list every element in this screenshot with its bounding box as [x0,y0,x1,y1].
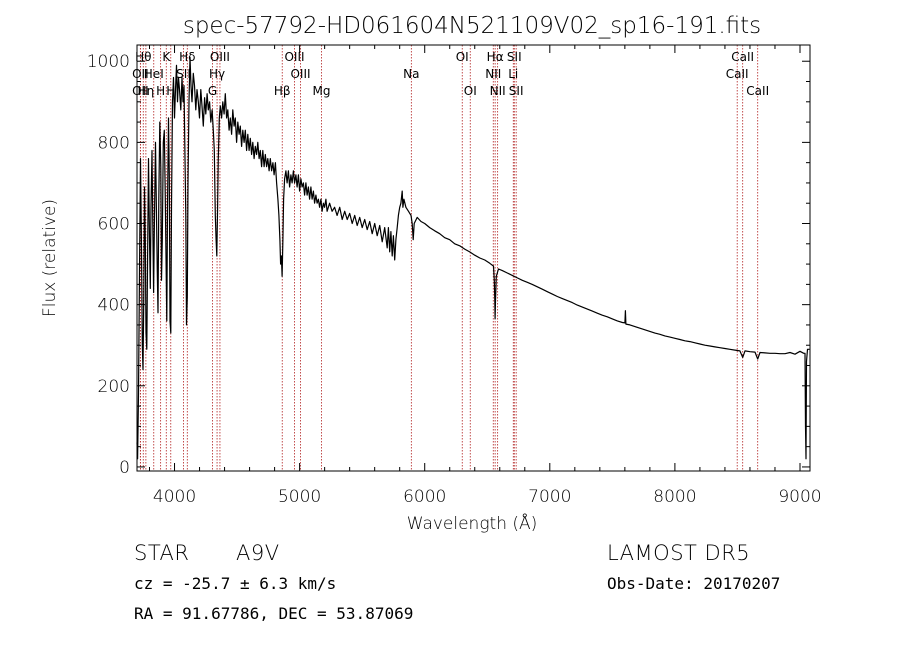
line-marker-label: CaII [731,50,754,64]
line-marker-label: Na [403,67,419,81]
line-marker-label: Hβ [274,84,291,98]
x-tick-label: 5000 [278,487,321,507]
line-marker-label: K [162,50,171,64]
y-tick-label: 0 [119,458,130,478]
line-marker-label: H [156,84,165,98]
line-marker-label: CaII [746,84,769,98]
line-marker-label: OIII [284,50,304,64]
y-tick-label: 800 [98,133,130,153]
line-marker-label: Hγ [209,67,225,81]
line-marker-label: Hα [487,50,504,64]
y-tick-label: 1000 [87,52,130,72]
line-marker-label: NII [485,67,501,81]
y-axis-ticks: 0 200 400 600 800 1000 [87,52,810,478]
line-marker-label: G [208,84,217,98]
line-marker-label: Li [508,67,518,81]
line-marker-label: Hθ [135,50,151,64]
line-marker-label: OII [132,67,149,81]
survey-name: LAMOST DR5 [607,541,751,565]
line-marker-label: OI [464,84,477,98]
y-tick-label: 200 [98,377,130,397]
x-tick-label: 7000 [528,487,571,507]
line-marker-label: Hδ [179,50,195,64]
line-marker-label: OIII [290,67,310,81]
y-tick-label: 600 [98,215,130,235]
plot-frame [136,44,811,472]
y-axis-label: Flux (relative) [40,199,60,317]
line-marker-label: SII [176,67,191,81]
line-marker-label: NII [490,84,506,98]
line-marker-labels: OIIOIIHθHηHeIHKHSIIHδGHγOIIIHβOIIIOIIIMg… [132,50,769,98]
line-marker-label: OIII [210,50,230,64]
coordinates: RA = 91.67786, DEC = 53.87069 [134,604,414,623]
line-marker-label: OII [132,84,149,98]
redshift-velocity: cz = -25.7 ± 6.3 km/s [134,574,337,593]
line-markers [139,45,759,471]
x-tick-label: 6000 [403,487,446,507]
chart-title: spec-57792-HD061604N521109V02_sp16-191.f… [183,13,761,39]
line-marker-label: H [166,84,175,98]
x-axis-label: Wavelength (Å) [407,512,538,534]
x-tick-label: 4000 [153,487,196,507]
line-marker-label: SII [507,50,522,64]
line-marker-label: Mg [313,84,331,98]
line-marker-label: OI [456,50,469,64]
spectrum-line [136,56,810,460]
x-axis-ticks: 4000 5000 6000 7000 8000 9000 [149,45,822,507]
x-tick-label: 8000 [653,487,696,507]
observation-date: Obs-Date: 20170207 [607,574,781,593]
spectral-subclass: A9V [236,541,280,565]
y-tick-label: 400 [98,296,130,316]
line-marker-label: HeI [144,67,164,81]
x-tick-label: 9000 [778,487,821,507]
line-marker-label: CaII [726,67,749,81]
object-class: STAR [134,541,190,565]
line-marker-label: SII [509,84,524,98]
line-marker-label: Hη [138,84,155,98]
